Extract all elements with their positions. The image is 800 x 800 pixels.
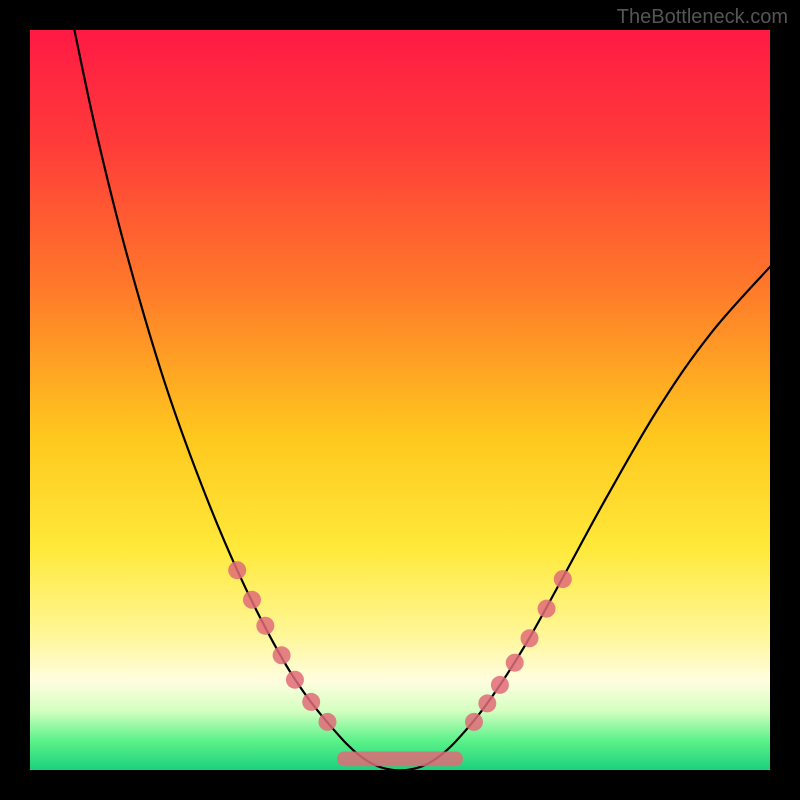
plot-background [30,30,770,770]
data-marker [318,713,336,731]
watermark-text: TheBottleneck.com [617,6,788,29]
data-marker [538,600,556,618]
data-marker [302,693,320,711]
data-marker [243,591,261,609]
plot-border [0,770,800,800]
data-marker [465,713,483,731]
data-marker [521,629,539,647]
valley-band [337,752,463,767]
data-marker [491,676,509,694]
data-marker [228,561,246,579]
bottleneck-chart [0,0,800,800]
data-marker [273,646,291,664]
data-marker [478,694,496,712]
data-marker [286,671,304,689]
data-marker [554,570,572,588]
plot-border [0,0,30,800]
chart-container: TheBottleneck.com [0,0,800,800]
plot-border [770,0,800,800]
data-marker [506,654,524,672]
data-marker [256,617,274,635]
